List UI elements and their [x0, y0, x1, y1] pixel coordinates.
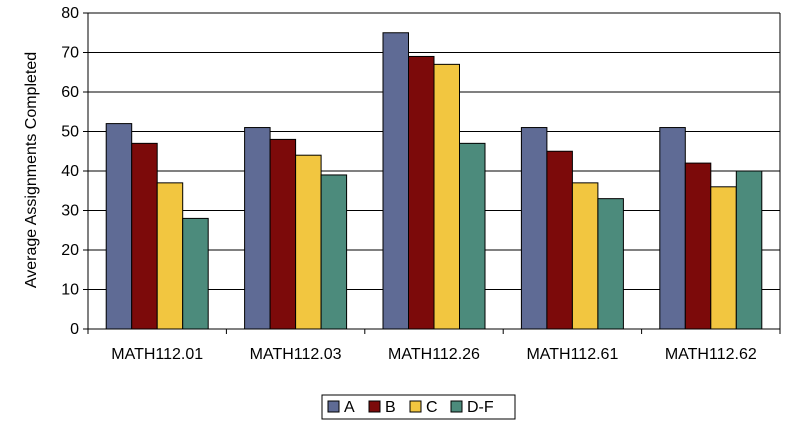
legend-label-c: C: [426, 399, 438, 416]
bar-c-2: [295, 154, 322, 330]
y-tick-label: 40: [61, 163, 79, 180]
legend-swatch-b: [368, 400, 381, 413]
bar-b-3: [408, 55, 435, 330]
bar-c-3: [433, 63, 460, 330]
y-tick-label: 80: [61, 5, 79, 22]
bar-a-2: [244, 127, 271, 330]
legend-swatch-c: [409, 400, 422, 413]
legend-label-a: A: [344, 399, 355, 416]
x-tick-label: MATH112.01: [111, 346, 203, 363]
bar-b-4: [546, 150, 573, 330]
bar-a-1: [105, 123, 133, 330]
bar-d-f-3: [459, 142, 486, 330]
y-tick-label: 0: [70, 321, 79, 338]
bar-a-4: [520, 127, 548, 330]
y-tick-label: 60: [61, 84, 79, 101]
bar-d-f-4: [597, 198, 624, 330]
y-tick-label: 50: [61, 124, 79, 141]
bar-c-4: [571, 182, 599, 330]
bar-c-5: [710, 186, 737, 330]
bar-d-f-1: [182, 217, 209, 330]
legend-swatch-d-f: [450, 400, 463, 413]
y-tick-labels: 0 10 20 30 40 50 60 70 80: [61, 5, 79, 338]
x-tick-label: MATH112.03: [250, 346, 342, 363]
legend: A B C D-F: [321, 394, 516, 420]
bar-b-5: [684, 162, 712, 330]
bar-b-2: [269, 138, 297, 330]
x-tick-label: MATH112.62: [665, 346, 757, 363]
bar-b-1: [131, 142, 158, 330]
legend-label-b: B: [385, 399, 396, 416]
legend-swatch-a: [327, 400, 340, 413]
y-tick-label: 20: [61, 242, 79, 259]
bar-a-5: [659, 127, 686, 330]
bar-d-f-2: [320, 174, 348, 330]
y-tick-label: 70: [61, 45, 79, 62]
x-tick-labels: MATH112.01 MATH112.03 MATH112.26 MATH112.61…: [111, 346, 757, 363]
bar-d-f-5: [735, 170, 763, 330]
y-tick-label: 10: [61, 282, 79, 299]
bars: [105, 32, 763, 330]
x-tick-label: MATH112.61: [526, 346, 618, 363]
x-tick-label: MATH112.26: [388, 346, 480, 363]
bar-c-1: [156, 182, 184, 330]
y-axis-label: Average Assignments Completed: [23, 52, 40, 288]
bar-a-3: [382, 32, 409, 330]
axes: [83, 12, 781, 334]
y-tick-label: 30: [61, 203, 79, 220]
legend-label-d-f: D-F: [467, 399, 494, 416]
